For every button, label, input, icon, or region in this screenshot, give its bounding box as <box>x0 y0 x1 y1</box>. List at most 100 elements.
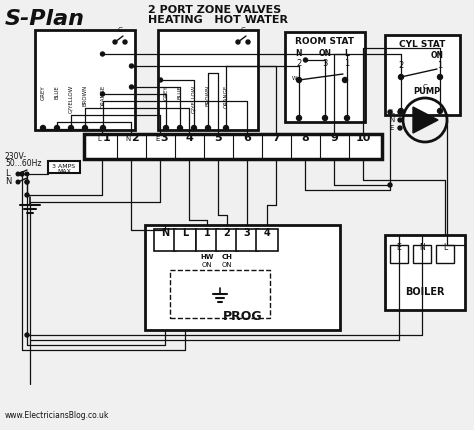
Bar <box>385 35 460 115</box>
Circle shape <box>82 126 88 130</box>
Text: MAX: MAX <box>57 169 71 174</box>
Circle shape <box>236 40 240 44</box>
Circle shape <box>25 172 29 176</box>
Circle shape <box>69 126 73 130</box>
Text: BLUE: BLUE <box>55 85 60 99</box>
Circle shape <box>398 118 402 122</box>
Circle shape <box>100 52 104 56</box>
Circle shape <box>303 58 308 62</box>
Circle shape <box>224 126 228 130</box>
Text: G/YELLOW: G/YELLOW <box>69 85 73 113</box>
Text: N: N <box>296 49 302 58</box>
Text: 4: 4 <box>185 133 193 143</box>
Text: ROOM STAT: ROOM STAT <box>295 37 355 46</box>
Circle shape <box>399 108 403 114</box>
Text: S-Plan: S-Plan <box>5 9 85 29</box>
Circle shape <box>25 180 29 184</box>
Text: 4: 4 <box>264 228 270 238</box>
Circle shape <box>398 110 402 114</box>
Text: C: C <box>118 27 122 33</box>
Bar <box>48 161 80 173</box>
Text: L: L <box>390 109 394 115</box>
Circle shape <box>129 64 134 68</box>
Bar <box>145 225 340 330</box>
Text: L: L <box>98 136 101 142</box>
Circle shape <box>158 78 163 82</box>
Text: GREY: GREY <box>40 85 46 100</box>
Text: E: E <box>155 136 160 142</box>
Text: 7: 7 <box>273 133 281 143</box>
Text: 3: 3 <box>161 133 168 143</box>
Text: BROWN: BROWN <box>82 85 88 106</box>
Circle shape <box>20 172 24 176</box>
Circle shape <box>177 126 182 130</box>
Bar <box>285 32 365 122</box>
Circle shape <box>16 172 20 176</box>
Text: E: E <box>390 125 394 131</box>
Text: N: N <box>419 243 425 252</box>
Text: PUMP: PUMP <box>413 86 441 95</box>
Text: 5: 5 <box>215 133 222 143</box>
Text: CH: CH <box>221 254 232 260</box>
Circle shape <box>399 74 403 80</box>
Text: ON: ON <box>430 50 444 59</box>
Circle shape <box>40 126 46 130</box>
Text: 6: 6 <box>244 133 251 143</box>
Bar <box>385 235 465 310</box>
Bar <box>35 30 135 130</box>
Bar <box>236 229 258 251</box>
Text: 1: 1 <box>345 59 350 68</box>
Circle shape <box>297 116 301 120</box>
Text: L: L <box>443 243 447 252</box>
Text: N: N <box>389 117 395 123</box>
Text: 3 AMPS: 3 AMPS <box>53 164 75 169</box>
Text: 2: 2 <box>398 61 404 70</box>
Circle shape <box>191 126 197 130</box>
Bar <box>154 229 176 251</box>
Text: C: C <box>423 84 428 90</box>
Text: 50...60Hz: 50...60Hz <box>5 159 42 168</box>
Circle shape <box>16 180 20 184</box>
Text: 2: 2 <box>132 133 139 143</box>
Bar <box>390 245 408 263</box>
Circle shape <box>113 40 117 44</box>
Text: 3: 3 <box>244 228 250 238</box>
Text: 1: 1 <box>103 133 110 143</box>
Text: BOILER: BOILER <box>405 287 445 297</box>
Text: 1: 1 <box>204 228 210 238</box>
Text: L: L <box>182 228 188 238</box>
Circle shape <box>206 126 210 130</box>
Text: E: E <box>397 243 401 252</box>
Circle shape <box>345 116 349 120</box>
Text: 3: 3 <box>322 59 328 68</box>
Text: 8: 8 <box>301 133 310 143</box>
Text: ON: ON <box>202 262 212 268</box>
Circle shape <box>438 74 443 80</box>
Text: ON: ON <box>319 49 331 58</box>
Text: 230V-: 230V- <box>5 152 27 161</box>
Text: 2: 2 <box>296 59 301 68</box>
Bar <box>216 229 238 251</box>
Bar <box>158 30 258 130</box>
Circle shape <box>25 180 29 184</box>
Text: G/YELLOW: G/YELLOW <box>191 85 197 113</box>
Circle shape <box>100 92 104 96</box>
Text: 1: 1 <box>438 61 443 70</box>
Text: BLUE: BLUE <box>177 85 182 99</box>
Circle shape <box>123 40 127 44</box>
Circle shape <box>388 110 392 114</box>
Circle shape <box>100 126 106 130</box>
Text: 10: 10 <box>356 133 371 143</box>
Circle shape <box>55 126 60 130</box>
Circle shape <box>164 126 168 130</box>
Bar <box>436 245 454 263</box>
Circle shape <box>25 333 29 337</box>
Text: ON: ON <box>222 262 232 268</box>
Circle shape <box>438 108 443 114</box>
Text: CYL STAT: CYL STAT <box>399 40 446 49</box>
Circle shape <box>25 193 29 197</box>
Text: 2: 2 <box>224 228 230 238</box>
Bar <box>84 134 382 159</box>
Text: N: N <box>126 136 131 142</box>
Bar <box>174 229 196 251</box>
